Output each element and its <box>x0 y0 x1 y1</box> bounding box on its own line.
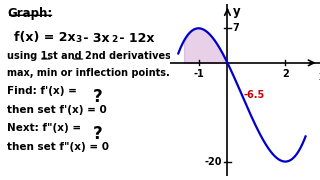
Text: 7: 7 <box>233 23 239 33</box>
Text: ?: ? <box>92 88 102 106</box>
Text: f(x) = 2x: f(x) = 2x <box>14 31 76 44</box>
Text: -6.5: -6.5 <box>243 90 265 100</box>
Text: x: x <box>318 70 320 83</box>
Text: y: y <box>233 5 240 18</box>
Text: Next: f"(x) =: Next: f"(x) = <box>7 123 85 133</box>
Text: 2: 2 <box>282 69 289 79</box>
Text: -20: -20 <box>205 157 222 166</box>
Text: 3: 3 <box>75 35 81 44</box>
Text: - 12x: - 12x <box>115 31 155 44</box>
Text: max, min or inflection points.: max, min or inflection points. <box>7 68 170 78</box>
Text: using 1st and 2nd derivatives and find: using 1st and 2nd derivatives and find <box>7 51 220 61</box>
Text: then set f"(x) = 0: then set f"(x) = 0 <box>7 142 109 152</box>
Text: then set f'(x) = 0: then set f'(x) = 0 <box>7 105 107 115</box>
Text: ?: ? <box>92 125 102 143</box>
Text: - 3x: - 3x <box>79 31 109 44</box>
Text: Find: f'(x) =: Find: f'(x) = <box>7 86 80 96</box>
Text: -1: -1 <box>193 69 204 79</box>
Text: Graph:: Graph: <box>7 7 52 20</box>
Text: 2: 2 <box>111 35 118 44</box>
